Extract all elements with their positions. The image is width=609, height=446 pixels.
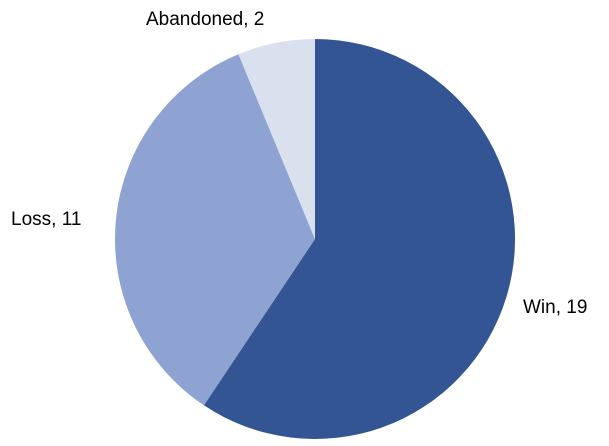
pie-labels: Win, 19 Loss, 11 Abandoned, 2 — [11, 9, 587, 318]
slice-label-loss: Loss, 11 — [11, 209, 81, 230]
pie-slices — [115, 39, 516, 440]
slice-label-abandoned: Abandoned, 2 — [146, 9, 264, 30]
pie-slice-abandoned — [238, 39, 315, 239]
slice-label-win: Win, 19 — [523, 297, 587, 318]
pie-slice-loss — [115, 54, 316, 406]
pie-slice-win — [203, 39, 516, 440]
